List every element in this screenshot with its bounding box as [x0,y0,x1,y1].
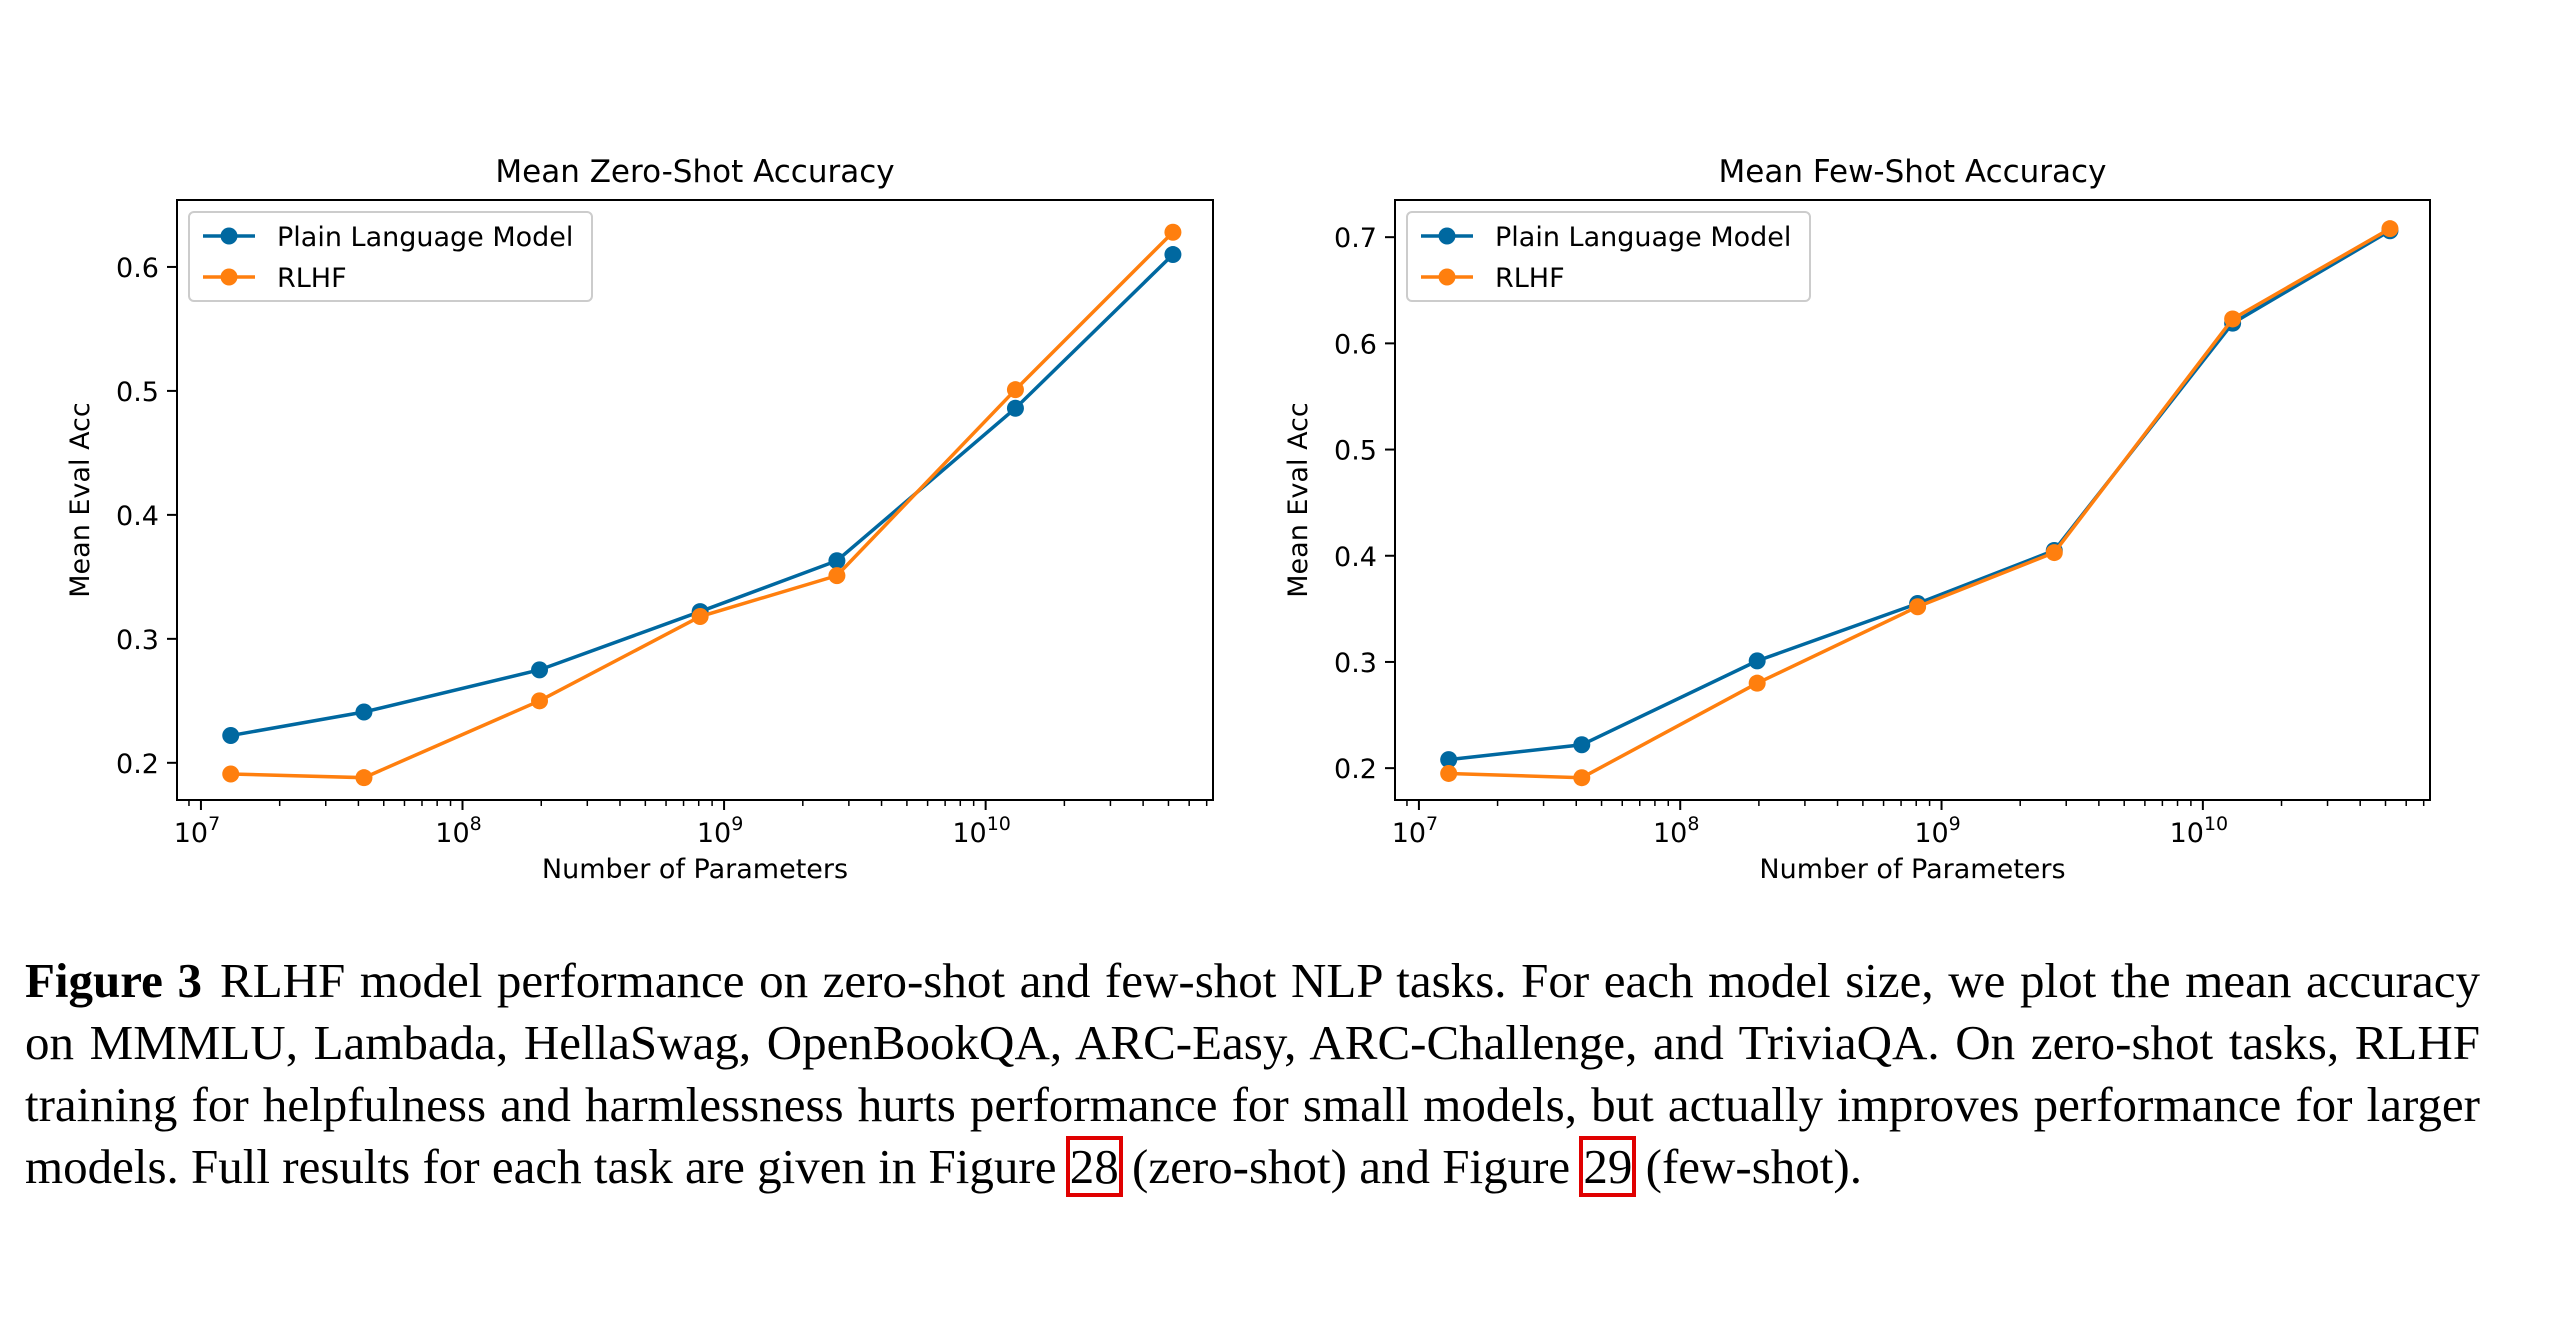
chart-1: Mean Zero-Shot Accuracy 0.2 0.3 0.4 0.5 0.6 10… [65,154,1214,885]
y-tick-label: 0.6 [1334,329,1377,360]
data-point-rlhf [828,567,846,585]
plot-frame [1394,199,2431,801]
x-tick-label: 109 [697,813,743,849]
y-tick-label: 0.3 [116,625,159,656]
legend-label: Plain Language Model [277,222,573,253]
data-point-rlhf [1164,223,1182,241]
data-point-rlhf [1573,769,1591,787]
data-point-rlhf [1909,598,1927,616]
y-tick-label: 0.2 [1334,754,1377,785]
series-line-rlhf [1448,227,2391,780]
legend-marker [220,227,238,245]
y-tick-label: 0.4 [1334,542,1377,573]
x-tick-label: 109 [1914,813,1960,849]
x-tick-label: 1010 [952,813,1011,849]
data-point-rlhf [355,769,373,787]
series-line-plain-lm [230,253,1175,738]
chart-title: Mean Few-Shot Accuracy [1719,154,2107,190]
legend-label: Plain Language Model [1495,222,1791,253]
data-point-rlhf [222,765,240,783]
data-point-rlhf [691,608,709,626]
x-tick-label: 107 [1392,813,1438,849]
y-tick-label: 0.2 [116,749,159,780]
y-axis-label: Mean Eval Acc [1283,402,1314,598]
data-point-plain-lm [1573,736,1591,754]
series-line-rlhf [230,230,1175,780]
x-tick-label: 107 [174,813,220,849]
x-axis-label: Number of Parameters [1759,854,2065,885]
figure-charts: Mean Zero-Shot Accuracy 0.2 0.3 0.4 0.5 0.6 10… [65,154,2431,885]
figure-caption: Figure 3 RLHF model performance on zero-s… [25,950,2480,1198]
x-tick-label: 108 [1653,813,1699,849]
data-point-rlhf [2045,544,2063,562]
chart-title: Mean Zero-Shot Accuracy [495,154,894,190]
y-tick-label: 0.7 [1334,223,1377,254]
y-axis-label: Mean Eval Acc [65,402,96,598]
data-point-rlhf [531,692,549,710]
legend-marker [1438,268,1456,286]
x-tick-label: 1010 [2170,813,2229,849]
chart-2: Mean Few-Shot Accuracy 0.2 0.3 0.4 0.5 0.6 0.7… [1283,154,2431,885]
figure-label: Figure 3 [25,953,203,1008]
figure-ref-29-link[interactable]: 29 [1579,1136,1637,1197]
data-point-rlhf [1440,764,1458,782]
data-point-rlhf [2381,220,2399,238]
caption-text-3: (few-shot). [1633,1139,1862,1194]
caption-text-2: (zero-shot) and Figure [1119,1139,1583,1194]
legend-label: RLHF [1495,263,1565,294]
legend-box [1406,211,1811,302]
legend-label: RLHF [277,263,347,294]
y-tick-label: 0.5 [1334,436,1377,467]
data-point-rlhf [1006,381,1024,399]
data-point-plain-lm [828,552,846,570]
x-axis-label: Number of Parameters [542,854,848,885]
y-tick-label: 0.5 [116,377,159,408]
plot-frame [176,199,1214,801]
legend-marker [1438,227,1456,245]
x-tick-label: 108 [435,813,481,849]
data-point-rlhf [1748,674,1766,692]
y-tick-label: 0.6 [116,253,159,284]
data-point-plain-lm [1748,652,1766,670]
data-point-plain-lm [1164,246,1182,264]
data-point-plain-lm [1006,399,1024,417]
data-point-plain-lm [1440,751,1458,769]
data-point-plain-lm [355,703,373,721]
legend-marker [220,268,238,286]
figure-ref-28-link[interactable]: 28 [1065,1136,1123,1197]
data-point-plain-lm [222,727,240,745]
y-tick-label: 0.3 [1334,648,1377,679]
data-point-plain-lm [531,661,549,679]
data-point-rlhf [2224,310,2242,328]
caption-text-1: RLHF model performance on zero-shot and … [25,953,2480,1194]
legend-box [188,211,593,302]
y-tick-label: 0.4 [116,501,159,532]
